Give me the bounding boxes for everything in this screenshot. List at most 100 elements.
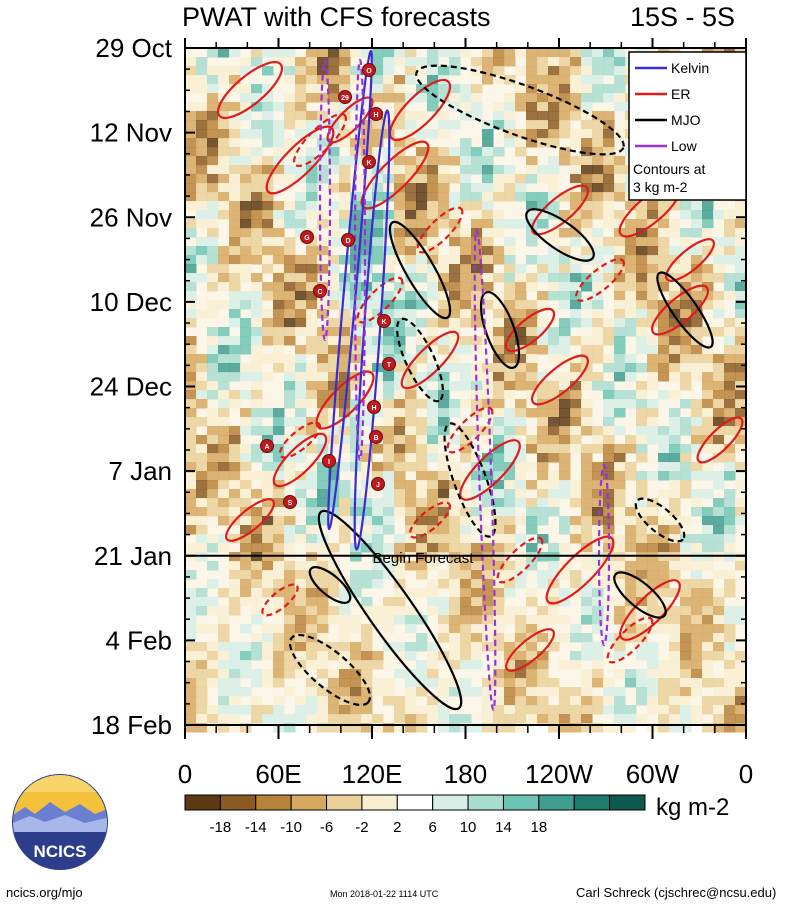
- shade-cell: [493, 444, 505, 454]
- shade-cell: [548, 615, 560, 625]
- shade-cell: [460, 642, 472, 652]
- shade-cell: [207, 309, 219, 319]
- shade-cell: [185, 543, 197, 553]
- shade-cell: [284, 246, 296, 256]
- shade-cell: [691, 408, 703, 418]
- shade-cell: [438, 597, 450, 607]
- shade-cell: [647, 597, 659, 607]
- shade-cell: [680, 309, 692, 319]
- shade-cell: [548, 606, 560, 616]
- shade-cell: [328, 435, 340, 445]
- shade-cell: [691, 345, 703, 355]
- shade-cell: [581, 147, 593, 157]
- shade-cell: [196, 57, 208, 67]
- shade-cell: [614, 363, 626, 373]
- shade-cell: [438, 273, 450, 283]
- shade-cell: [328, 696, 340, 706]
- shade-cell: [647, 237, 659, 247]
- shade-cell: [240, 147, 252, 157]
- shade-cell: [658, 237, 670, 247]
- shade-cell: [460, 588, 472, 598]
- shade-cell: [680, 471, 692, 481]
- shade-cell: [251, 417, 263, 427]
- shade-cell: [603, 417, 615, 427]
- y-tick-label: 7 Jan: [108, 456, 172, 486]
- shade-cell: [240, 498, 252, 508]
- shade-cell: [383, 597, 395, 607]
- shade-cell: [339, 444, 351, 454]
- shade-cell: [548, 471, 560, 481]
- shade-cell: [702, 471, 714, 481]
- shade-cell: [570, 111, 582, 121]
- shade-cell: [515, 282, 527, 292]
- shade-cell: [273, 453, 285, 463]
- shade-cell: [251, 363, 263, 373]
- shade-cell: [504, 291, 516, 301]
- shade-cell: [394, 480, 406, 490]
- shade-cell: [680, 291, 692, 301]
- shade-cell: [251, 408, 263, 418]
- shade-cell: [658, 687, 670, 697]
- shade-cell: [570, 84, 582, 94]
- shade-cell: [295, 579, 307, 589]
- shade-cell: [713, 705, 725, 715]
- shade-cell: [251, 696, 263, 706]
- shade-cell: [339, 597, 351, 607]
- shade-cell: [548, 480, 560, 490]
- shade-cell: [724, 687, 736, 697]
- shade-cell: [658, 264, 670, 274]
- shade-cell: [251, 381, 263, 391]
- shade-cell: [372, 444, 384, 454]
- shade-cell: [647, 570, 659, 580]
- shade-cell: [229, 210, 241, 220]
- shade-cell: [328, 354, 340, 364]
- shade-cell: [405, 201, 417, 211]
- shade-cell: [691, 498, 703, 508]
- shade-cell: [460, 264, 472, 274]
- shade-cell: [724, 516, 736, 526]
- shade-cell: [526, 57, 538, 67]
- shade-cell: [471, 660, 483, 670]
- colorbar-label: -6: [320, 819, 333, 836]
- shade-cell: [504, 444, 516, 454]
- shade-cell: [493, 48, 505, 58]
- shade-cell: [449, 282, 461, 292]
- shade-cell: [284, 507, 296, 517]
- shade-cell: [625, 579, 637, 589]
- shade-cell: [713, 597, 725, 607]
- shade-cell: [559, 705, 571, 715]
- shade-cell: [460, 318, 472, 328]
- shade-cell: [273, 633, 285, 643]
- shade-cell: [207, 498, 219, 508]
- shade-cell: [405, 219, 417, 229]
- shade-cell: [185, 228, 197, 238]
- shade-cell: [658, 354, 670, 364]
- shade-cell: [218, 642, 230, 652]
- shade-cell: [647, 687, 659, 697]
- shade-cell: [207, 543, 219, 553]
- shade-cell: [427, 219, 439, 229]
- shade-cell: [493, 453, 505, 463]
- shade-cell: [284, 93, 296, 103]
- shade-cell: [427, 246, 439, 256]
- shade-cell: [218, 300, 230, 310]
- shade-cell: [493, 669, 505, 679]
- shade-cell: [460, 714, 472, 724]
- shade-cell: [592, 309, 604, 319]
- shade-cell: [548, 174, 560, 184]
- shade-cell: [592, 237, 604, 247]
- shade-cell: [471, 615, 483, 625]
- colorbar-label: -14: [245, 819, 267, 836]
- shade-cell: [251, 534, 263, 544]
- shade-cell: [251, 489, 263, 499]
- shade-cell: [647, 642, 659, 652]
- shade-cell: [273, 543, 285, 553]
- shade-cell: [273, 210, 285, 220]
- shade-cell: [526, 354, 538, 364]
- shade-cell: [262, 633, 274, 643]
- footer-url[interactable]: ncics.org/mjo: [6, 885, 83, 900]
- shade-cell: [416, 291, 428, 301]
- shade-cell: [658, 489, 670, 499]
- shade-cell: [416, 372, 428, 382]
- shade-cell: [196, 651, 208, 661]
